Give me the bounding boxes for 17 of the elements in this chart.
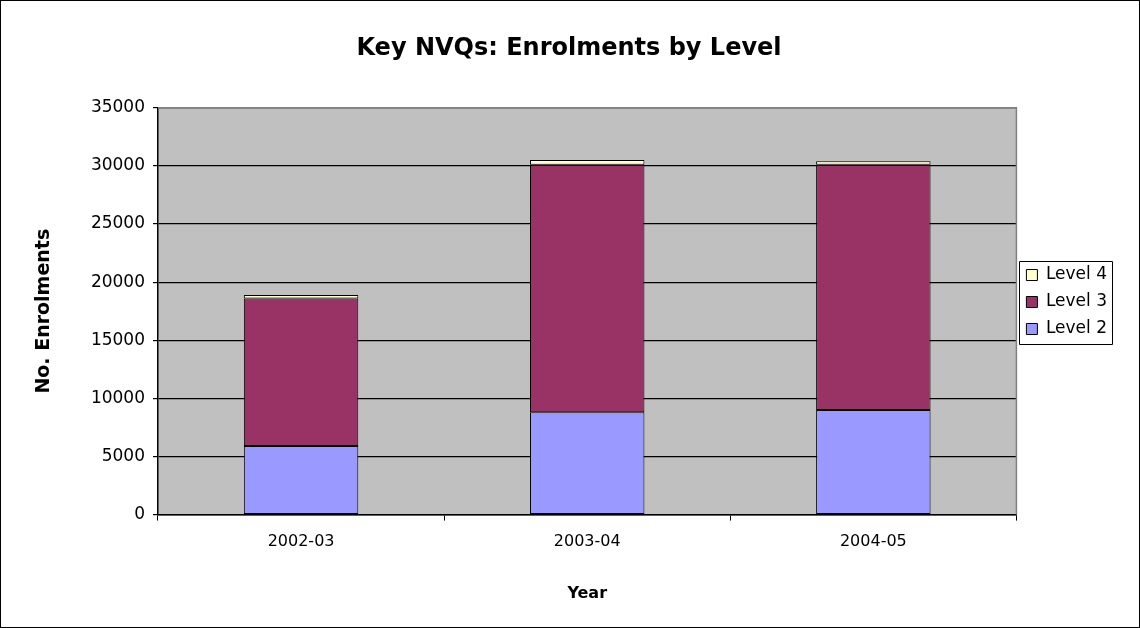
y-tick-label: 20000	[90, 270, 145, 291]
chart-title: Key NVQs: Enrolments by Level	[356, 32, 782, 61]
y-tick-label: 5000	[101, 444, 145, 465]
x-tick-label: 2002-03	[267, 531, 335, 551]
y-tick-label: 10000	[90, 386, 145, 407]
legend-label: Level 3	[1045, 290, 1107, 311]
legend-label: Level 4	[1045, 263, 1107, 284]
y-tick-label: 25000	[90, 212, 145, 233]
x-tick-label: 2004-05	[839, 531, 907, 551]
y-tick-label: 0	[134, 503, 145, 524]
y-tick-label: 35000	[90, 96, 145, 117]
x-tick-label: 2003-04	[553, 531, 621, 551]
y-tick-label: 15000	[90, 328, 145, 349]
legend-label: Level 2	[1045, 317, 1107, 338]
x-axis-title: Year	[566, 582, 608, 602]
y-axis-title: No. Enrolments	[31, 228, 54, 394]
y-tick-label: 30000	[90, 154, 145, 175]
